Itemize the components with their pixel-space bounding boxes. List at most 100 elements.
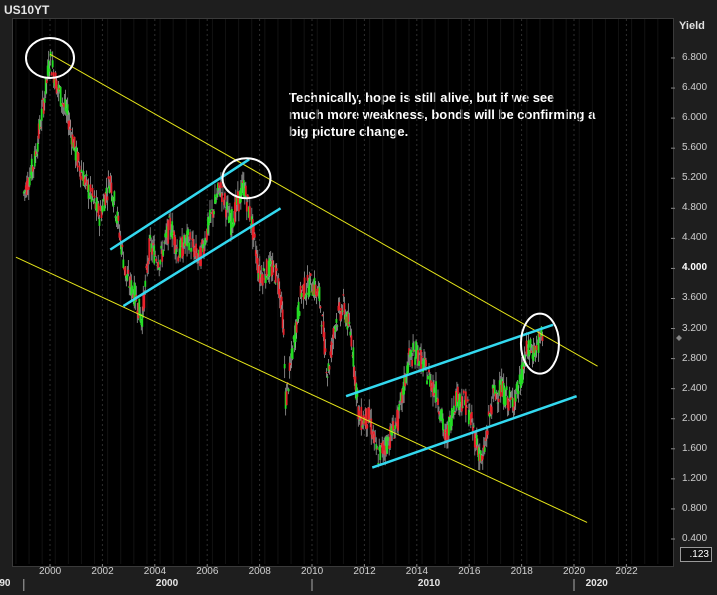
candle-body [133, 282, 136, 306]
candle-body [403, 376, 406, 395]
candle-body [128, 285, 131, 288]
y-tick-label: 1.600 [682, 442, 708, 454]
candle-body [384, 445, 387, 456]
candle-body [117, 215, 120, 221]
candle-body [260, 274, 263, 284]
candle-body [330, 341, 333, 358]
candle-body [194, 246, 196, 251]
candle-body [314, 284, 317, 295]
candle-body [284, 391, 287, 409]
candle-body [507, 400, 510, 411]
candle-body [426, 380, 428, 385]
candle-body [349, 331, 352, 336]
candle-body [80, 169, 83, 173]
candle-body [392, 421, 395, 431]
candle-body [152, 243, 155, 246]
candle-body [525, 340, 528, 355]
candle-body [374, 435, 377, 437]
candle-body [321, 314, 324, 317]
channel-line [49, 53, 598, 367]
candle-body [100, 210, 103, 219]
candle-body [464, 391, 467, 415]
candle-body [262, 267, 265, 271]
candle-body [243, 188, 246, 199]
candle-body [342, 294, 345, 296]
candle-body [473, 432, 476, 448]
channel-line [15, 256, 588, 523]
candle-body [482, 445, 485, 451]
candle-body [290, 348, 293, 358]
candle-body [437, 398, 439, 406]
candle-body [366, 424, 369, 429]
candle-body [331, 343, 334, 345]
x-major-label: 1990 [0, 578, 11, 589]
candle-body [143, 291, 146, 309]
candle-body [495, 391, 498, 394]
candle-body [376, 448, 379, 450]
candle-body [298, 311, 301, 316]
candle-body [449, 415, 451, 418]
candle-body [22, 191, 25, 194]
candle-body [485, 430, 488, 439]
candle-body [88, 195, 91, 198]
candle-body [506, 397, 509, 408]
candle-body [266, 277, 269, 280]
candle-body [462, 390, 465, 394]
candle-body [158, 267, 161, 271]
candle-body [339, 313, 342, 321]
candle-body [350, 335, 353, 347]
candle-body [430, 380, 432, 391]
candle-body [513, 397, 516, 407]
x-tick-label: 2012 [353, 566, 376, 577]
candles-group [22, 49, 544, 471]
candle-body [344, 314, 347, 323]
candle-body [109, 175, 112, 183]
candle-body [56, 87, 59, 90]
candle-body [106, 196, 109, 201]
candle-body [43, 98, 46, 103]
candle-body [63, 103, 66, 108]
candle-body [58, 87, 61, 90]
candle-body [263, 277, 266, 280]
candle-body [410, 350, 412, 357]
candle-body [78, 165, 81, 172]
candle-body [68, 120, 71, 127]
candle-body [163, 242, 166, 244]
trend-line [109, 158, 250, 251]
x-tick-label: 2022 [615, 566, 638, 577]
candle-body [520, 364, 523, 386]
candle-body [276, 283, 279, 285]
candle-body [107, 176, 110, 179]
candle-body [54, 72, 57, 89]
candle-body [127, 269, 130, 274]
candle-body [257, 273, 260, 280]
candle-body [296, 307, 299, 322]
candle-body [113, 191, 116, 202]
candle-body [193, 247, 195, 258]
candle-body [333, 328, 336, 332]
candle-body [499, 384, 502, 397]
candle-body [450, 418, 452, 431]
candle-body [29, 172, 32, 176]
candle-body [42, 101, 45, 114]
candle-body [418, 360, 420, 366]
candle-body [245, 201, 248, 212]
candle-body [541, 335, 544, 342]
candle-body [327, 363, 330, 371]
candle-body [209, 209, 211, 222]
candle-body [35, 153, 38, 157]
candle-body [125, 275, 128, 279]
candle-body [484, 438, 487, 441]
candle-body [432, 381, 434, 397]
annotation-line: much more weakness, bonds will be confir… [289, 107, 596, 122]
candle-body [227, 216, 230, 224]
y-tick-label: 6.400 [682, 82, 708, 94]
candle-body [404, 373, 407, 387]
candle-body [141, 313, 144, 327]
candle-body [411, 360, 413, 367]
candle-body [234, 197, 237, 212]
candle-body [341, 310, 344, 312]
candle-body [168, 216, 171, 218]
candle-body [173, 231, 176, 246]
